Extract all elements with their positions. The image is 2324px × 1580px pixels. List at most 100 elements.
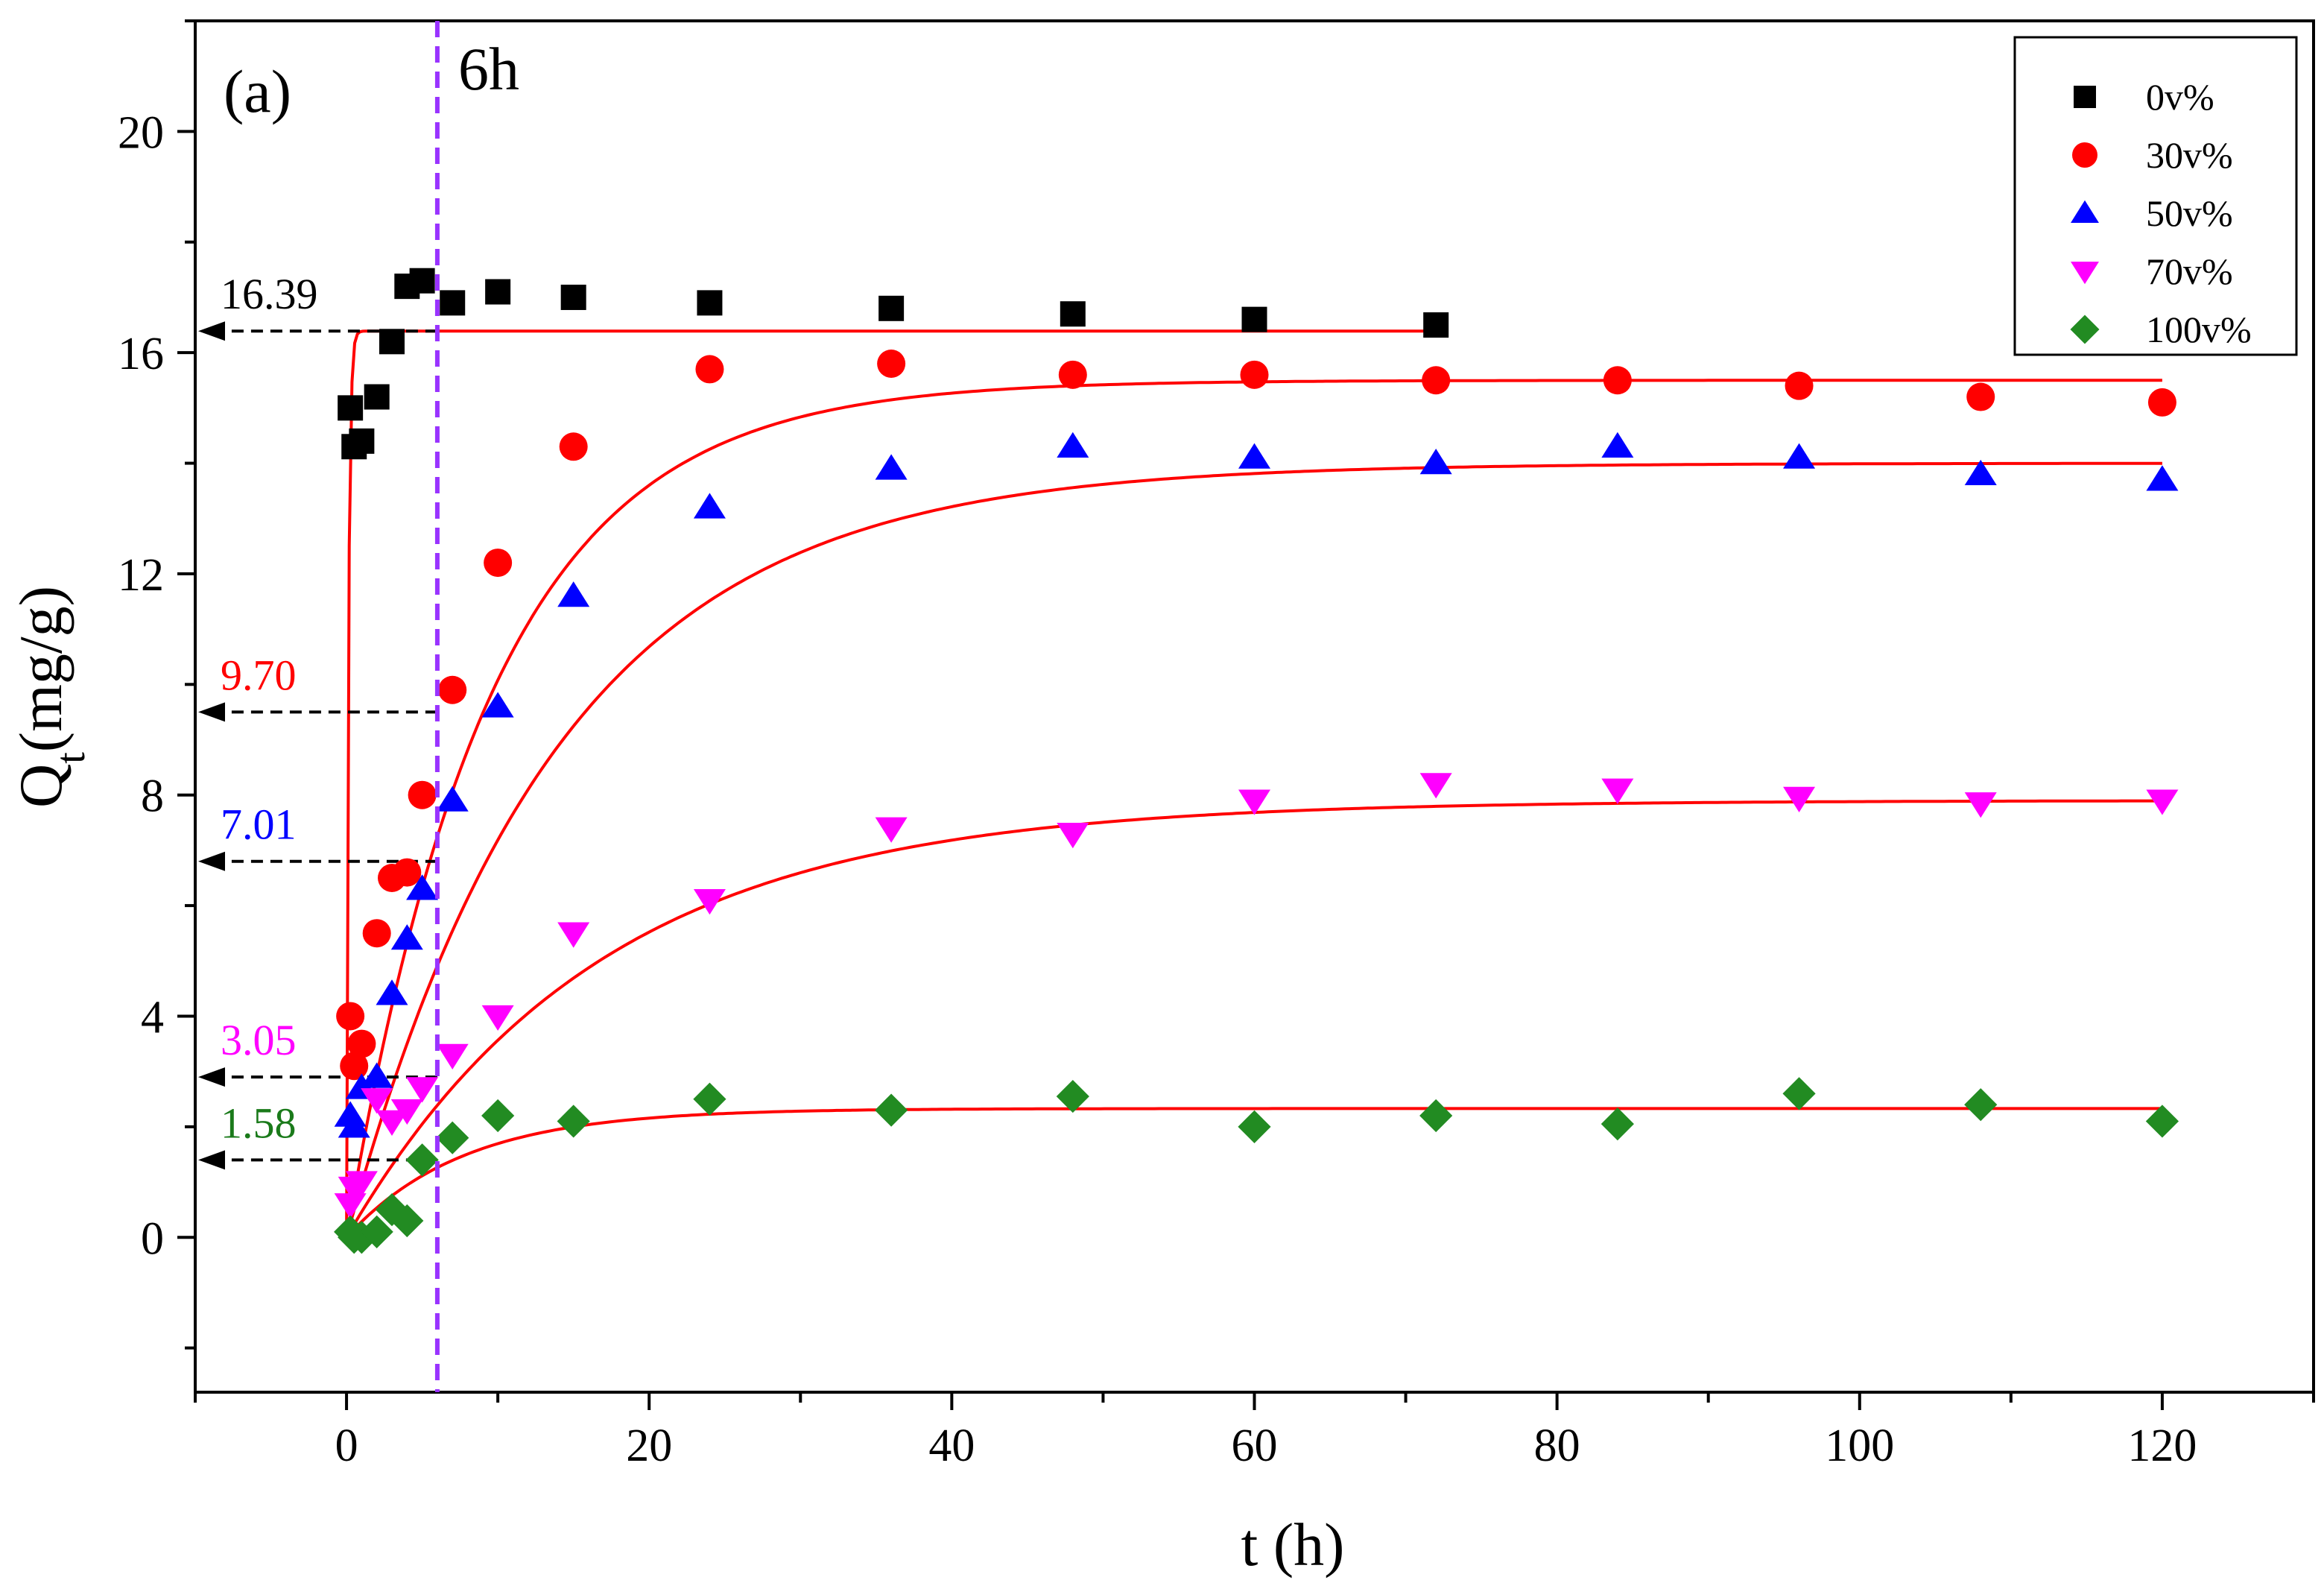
arrow-head xyxy=(198,1067,225,1087)
x-tick-label: 40 xyxy=(928,1421,975,1471)
vline-label: 6h xyxy=(458,35,519,103)
data-point-70vpct xyxy=(1964,792,1997,818)
x-tick-label: 0 xyxy=(335,1421,358,1471)
y-tick-label: 20 xyxy=(118,107,164,158)
fit-curve-70vpct xyxy=(345,799,2162,1239)
data-point-100vpct xyxy=(1782,1077,1816,1110)
data-point-100vpct xyxy=(390,1204,424,1238)
arrow-head xyxy=(198,1150,225,1170)
data-point-100vpct xyxy=(875,1093,908,1127)
data-point-50vpct xyxy=(406,874,439,900)
legend-marker-30vpct xyxy=(2072,142,2097,168)
data-point-50vpct xyxy=(481,692,514,718)
data-point-70vpct xyxy=(1783,786,1816,812)
axes-frame-layer xyxy=(194,19,2315,1394)
data-point-0vpct xyxy=(1241,306,1267,332)
annotation-value: 7.01 xyxy=(221,800,297,849)
data-point-30vpct xyxy=(2147,388,2176,417)
data-point-50vpct xyxy=(2146,465,2179,491)
x-axis-title: t (h) xyxy=(1241,1511,1345,1579)
data-point-0vpct xyxy=(485,279,511,305)
legend-label: 70v% xyxy=(2146,250,2233,292)
data-point-50vpct xyxy=(875,454,908,480)
data-point-70vpct xyxy=(557,922,590,948)
x-tick-label: 80 xyxy=(1534,1421,1580,1471)
y-axis-title-rest: (mg/g) xyxy=(7,586,75,752)
data-point-30vpct xyxy=(438,675,467,704)
data-point-50vpct xyxy=(361,1062,393,1088)
data-point-0vpct xyxy=(697,290,723,316)
y-axis-title-sub: t xyxy=(48,752,94,764)
data-point-100vpct xyxy=(1419,1099,1453,1133)
data-point-100vpct xyxy=(405,1143,439,1177)
data-point-70vpct xyxy=(693,889,726,915)
annotations-layer: 16.39 9.70 7.01 3.05 1.58 xyxy=(198,270,437,1170)
legend-items: 0v% 30v% 50v% 70v% 100v% xyxy=(2070,76,2252,350)
plot-frame xyxy=(194,19,2315,1394)
annotation-value: 9.70 xyxy=(221,651,297,699)
data-point-30vpct xyxy=(408,780,437,809)
legend: 0v% 30v% 50v% 70v% 100v% xyxy=(2013,36,2298,356)
legend-label: 100v% xyxy=(2146,309,2252,350)
data-point-100vpct xyxy=(1056,1079,1089,1113)
data-point-30vpct xyxy=(1966,382,1995,411)
data-point-0vpct xyxy=(560,284,586,310)
legend-marker-0vpct xyxy=(2074,86,2096,108)
data-point-30vpct xyxy=(1058,360,1087,389)
data-point-70vpct xyxy=(2146,789,2179,815)
y-tick-label: 8 xyxy=(141,771,164,822)
data-point-30vpct xyxy=(484,549,513,578)
data-point-30vpct xyxy=(1422,366,1451,395)
data-point-0vpct xyxy=(349,428,375,454)
data-point-0vpct xyxy=(338,395,364,421)
y-tick-label: 4 xyxy=(141,992,164,1043)
legend-marker-50vpct xyxy=(2071,200,2099,223)
annotation-value: 1.58 xyxy=(221,1099,297,1147)
data-point-0vpct xyxy=(379,329,405,355)
data-point-0vpct xyxy=(440,290,466,316)
data-point-0vpct xyxy=(409,268,435,294)
data-point-70vpct xyxy=(345,1171,378,1197)
data-point-100vpct xyxy=(2145,1105,2179,1138)
data-point-70vpct xyxy=(361,1088,393,1114)
fit-curve-100vpct xyxy=(345,1107,2162,1239)
data-point-30vpct xyxy=(695,355,724,384)
data-point-50vpct xyxy=(1419,448,1452,475)
data-point-30vpct xyxy=(393,858,422,887)
data-point-100vpct xyxy=(1238,1110,1271,1143)
data-point-70vpct xyxy=(875,817,908,843)
data-point-0vpct xyxy=(364,384,390,410)
data-point-100vpct xyxy=(1600,1107,1634,1141)
y-tick-label: 0 xyxy=(141,1213,164,1264)
fit-curve-50vpct xyxy=(345,461,2162,1238)
data-point-100vpct xyxy=(360,1215,393,1248)
data-point-70vpct xyxy=(376,1110,408,1137)
x-tick-label: 120 xyxy=(2127,1421,2197,1471)
y-axis-title: Qt(mg/g) xyxy=(7,586,94,808)
y-tick-label: 12 xyxy=(118,550,164,601)
arrow-head xyxy=(198,702,225,722)
panel-label: (a) xyxy=(224,57,291,125)
data-point-100vpct xyxy=(557,1105,590,1138)
legend-marker-100vpct xyxy=(2070,315,2100,344)
x-tick-label: 100 xyxy=(1825,1421,1894,1471)
data-point-70vpct xyxy=(481,1005,514,1031)
data-point-30vpct xyxy=(347,1029,376,1058)
data-point-30vpct xyxy=(559,432,588,461)
data-point-50vpct xyxy=(693,493,726,519)
data-point-30vpct xyxy=(1240,360,1269,389)
legend-label: 0v% xyxy=(2146,76,2214,118)
x-tick-label: 20 xyxy=(626,1421,672,1471)
data-point-100vpct xyxy=(1964,1088,1998,1122)
data-point-50vpct xyxy=(557,581,590,607)
data-point-50vpct xyxy=(1964,459,1997,486)
y-axis-title-main: Q xyxy=(7,764,75,808)
arrow-head xyxy=(198,321,225,341)
data-point-70vpct xyxy=(406,1077,439,1103)
legend-box xyxy=(2013,36,2298,356)
data-point-30vpct xyxy=(877,350,906,378)
data-point-30vpct xyxy=(336,1002,365,1031)
data-point-50vpct xyxy=(338,1112,370,1138)
data-point-70vpct xyxy=(436,1043,469,1069)
data-point-70vpct xyxy=(1057,822,1089,849)
